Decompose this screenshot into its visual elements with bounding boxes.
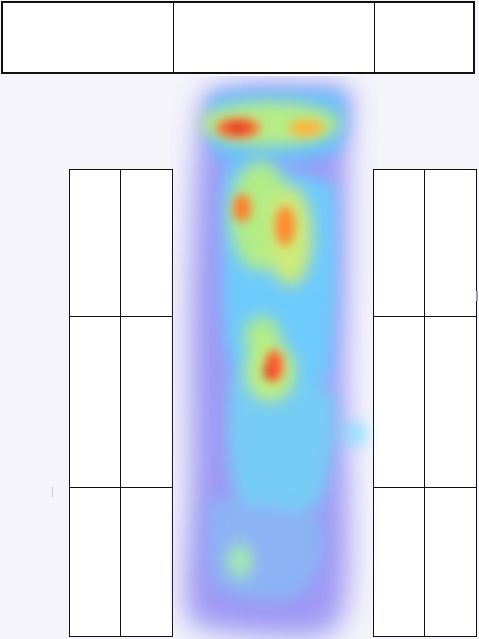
- right-panel-row-divider-2: [374, 487, 476, 488]
- left-panel-row-divider-2: [70, 487, 172, 488]
- left-panel-column-divider: [120, 170, 121, 636]
- left-table-panel: [69, 169, 173, 637]
- small-tick-mark: [52, 487, 53, 497]
- scroll-edge-marker[interactable]: [476, 291, 478, 301]
- header-divider-2: [374, 3, 375, 72]
- right-table-panel: [373, 169, 477, 637]
- right-panel-row-divider-1: [374, 316, 476, 317]
- left-panel-row-divider-1: [70, 316, 172, 317]
- heatmap-hot-layer: [216, 118, 324, 382]
- heatmap-svg: [185, 84, 366, 637]
- attention-heatmap: [170, 76, 380, 639]
- top-table-header: [1, 1, 475, 74]
- header-divider-1: [173, 3, 174, 72]
- right-panel-column-divider: [424, 170, 425, 636]
